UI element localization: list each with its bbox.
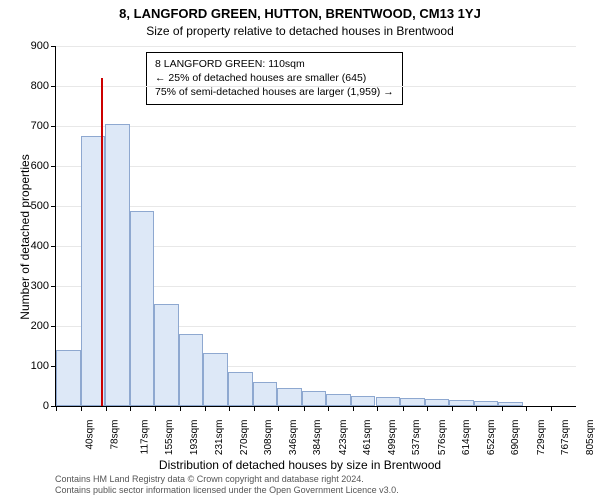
- x-tick: [106, 406, 107, 411]
- histogram-bar: [56, 350, 81, 406]
- x-tick: [328, 406, 329, 411]
- y-tick: [51, 286, 56, 287]
- histogram-bar: [326, 394, 351, 406]
- grid-line: [56, 206, 576, 207]
- histogram-bar: [425, 399, 450, 406]
- x-tick-label: 308sqm: [263, 420, 274, 456]
- y-tick: [51, 326, 56, 327]
- info-line-3: 75% of semi-detached houses are larger (…: [155, 85, 394, 99]
- page-title: 8, LANGFORD GREEN, HUTTON, BRENTWOOD, CM…: [0, 6, 600, 21]
- y-tick-label: 0: [19, 400, 49, 412]
- x-axis-label: Distribution of detached houses by size …: [0, 458, 600, 472]
- y-tick-label: 500: [19, 200, 49, 212]
- histogram-bar: [228, 372, 253, 406]
- x-tick-label: 270sqm: [239, 420, 250, 456]
- x-tick: [130, 406, 131, 411]
- attribution-text: Contains HM Land Registry data © Crown c…: [55, 474, 595, 496]
- info-line-2: ← 25% of detached houses are smaller (64…: [155, 71, 394, 85]
- y-tick-label: 200: [19, 320, 49, 332]
- x-tick-label: 384sqm: [313, 420, 324, 456]
- x-tick: [155, 406, 156, 411]
- histogram-bar: [351, 396, 376, 406]
- x-tick: [452, 406, 453, 411]
- grid-line: [56, 126, 576, 127]
- marker-info-box: 8 LANGFORD GREEN: 110sqm ← 25% of detach…: [146, 52, 403, 105]
- histogram-bar: [105, 124, 130, 406]
- x-tick: [551, 406, 552, 411]
- y-tick-label: 300: [19, 280, 49, 292]
- histogram-bar: [130, 211, 155, 406]
- x-tick: [353, 406, 354, 411]
- x-tick: [427, 406, 428, 411]
- x-tick: [254, 406, 255, 411]
- y-tick: [51, 86, 56, 87]
- histogram-bar: [376, 397, 401, 406]
- histogram-bar: [474, 401, 499, 406]
- x-tick-label: 155sqm: [164, 420, 175, 456]
- x-tick-label: 729sqm: [536, 420, 547, 456]
- y-tick-label: 900: [19, 40, 49, 52]
- x-tick-label: 78sqm: [109, 420, 120, 450]
- histogram-bar: [154, 304, 179, 406]
- histogram-bar: [400, 398, 425, 406]
- y-tick: [51, 246, 56, 247]
- attribution-line-2: Contains public sector information licen…: [55, 485, 595, 496]
- y-tick-label: 100: [19, 360, 49, 372]
- x-tick: [304, 406, 305, 411]
- x-tick: [526, 406, 527, 411]
- x-tick-label: 231sqm: [214, 420, 225, 456]
- x-tick-label: 652sqm: [486, 420, 497, 456]
- x-tick: [81, 406, 82, 411]
- info-line-1: 8 LANGFORD GREEN: 110sqm: [155, 57, 394, 71]
- x-tick-label: 423sqm: [338, 420, 349, 456]
- histogram-bar: [277, 388, 302, 406]
- x-tick-label: 576sqm: [437, 420, 448, 456]
- histogram-plot: 8 LANGFORD GREEN: 110sqm ← 25% of detach…: [55, 46, 576, 407]
- y-tick-label: 800: [19, 80, 49, 92]
- x-tick-label: 40sqm: [85, 420, 96, 450]
- x-tick: [476, 406, 477, 411]
- y-tick: [51, 206, 56, 207]
- histogram-bar: [449, 400, 474, 406]
- grid-line: [56, 166, 576, 167]
- attribution-line-1: Contains HM Land Registry data © Crown c…: [55, 474, 595, 485]
- x-tick-label: 805sqm: [585, 420, 596, 456]
- histogram-bar: [179, 334, 204, 406]
- x-tick-label: 537sqm: [412, 420, 423, 456]
- x-tick-label: 690sqm: [510, 420, 521, 456]
- x-tick: [377, 406, 378, 411]
- x-tick-label: 767sqm: [560, 420, 571, 456]
- y-tick: [51, 166, 56, 167]
- x-tick: [180, 406, 181, 411]
- y-tick: [51, 126, 56, 127]
- y-tick-label: 600: [19, 160, 49, 172]
- y-tick: [51, 46, 56, 47]
- x-tick: [229, 406, 230, 411]
- y-tick-label: 400: [19, 240, 49, 252]
- grid-line: [56, 86, 576, 87]
- x-tick: [56, 406, 57, 411]
- x-tick-label: 499sqm: [387, 420, 398, 456]
- x-tick-label: 193sqm: [189, 420, 200, 456]
- page-subtitle: Size of property relative to detached ho…: [0, 24, 600, 38]
- x-tick-label: 614sqm: [461, 420, 472, 456]
- histogram-bar: [253, 382, 278, 406]
- y-tick-label: 700: [19, 120, 49, 132]
- x-tick-label: 461sqm: [362, 420, 373, 456]
- x-tick: [278, 406, 279, 411]
- marker-line: [101, 78, 103, 406]
- grid-line: [56, 46, 576, 47]
- x-tick-label: 346sqm: [288, 420, 299, 456]
- histogram-bar: [302, 391, 327, 406]
- x-tick: [502, 406, 503, 411]
- x-tick-label: 117sqm: [139, 420, 150, 455]
- x-tick: [205, 406, 206, 411]
- histogram-bar: [203, 353, 228, 406]
- x-tick: [403, 406, 404, 411]
